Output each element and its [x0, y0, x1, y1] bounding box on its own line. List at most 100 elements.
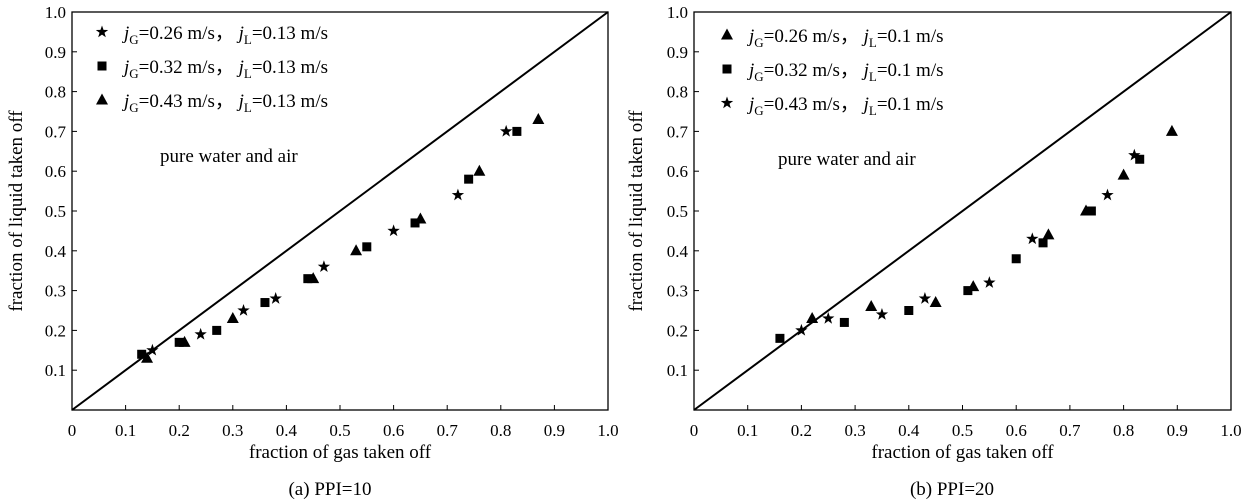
y-axis: 0.1 0.2 0.3 0.4 0.5 0.6 0.7 0.8 0.9 1.0 [45, 3, 77, 380]
panel-caption: (a) PPI=10 [288, 479, 371, 500]
series-square [775, 154, 1145, 343]
data-point-triangle [532, 112, 545, 124]
data-point-triangle [929, 296, 942, 308]
x-axis-label: fraction of gas taken off [249, 442, 432, 463]
data-point-square [260, 298, 270, 308]
x-tick-label: 0.1 [115, 421, 136, 440]
data-point-triangle [141, 351, 154, 363]
y-tick-label: 0.1 [667, 361, 688, 380]
x-tick-label: 0 [690, 421, 699, 440]
data-point-square [904, 306, 914, 315]
y-tick-label: 0.5 [667, 202, 688, 221]
data-point-square [137, 349, 147, 359]
data-point-star [269, 292, 282, 304]
data-point-square [775, 333, 785, 343]
data-point-triangle [1117, 168, 1130, 180]
data-point-star [918, 292, 932, 304]
data-point-triangle [350, 244, 363, 256]
y-tick-label: 1.0 [45, 3, 66, 22]
data-point-square [362, 242, 372, 252]
legend-entry: jG=0.43 m/s， jL=0.13 m/s [121, 91, 328, 115]
reference-line-y-equals-x [693, 11, 1232, 411]
legend-marker-square [722, 64, 732, 74]
data-point-triangle [414, 212, 427, 224]
y-axis-label: fraction of liquid taken off [6, 110, 27, 312]
series-star [795, 148, 1141, 336]
x-tick-label: 0.9 [544, 421, 565, 440]
x-tick-label: 0.5 [952, 421, 973, 440]
y-tick-label: 0.6 [45, 162, 66, 181]
annotation: pure water and air [778, 149, 916, 170]
series-star [146, 124, 513, 356]
data-point-triangle [473, 164, 486, 176]
data-point-square [174, 337, 184, 347]
legend-entry: jG=0.43 m/s， jL=0.1 m/s [746, 94, 944, 118]
data-point-square [212, 325, 222, 335]
y-tick-label: 0.8 [667, 83, 688, 102]
x-tick-label: 0.9 [1167, 421, 1188, 440]
data-point-triangle [806, 311, 819, 323]
data-point-triangle [865, 300, 878, 312]
data-point-triangle [226, 311, 239, 323]
legend-entry: jG=0.32 m/s， jL=0.1 m/s [746, 60, 944, 84]
x-tick-label: 0 [68, 421, 77, 440]
series-triangle [806, 124, 1178, 323]
data-point-star [146, 343, 159, 356]
data-point-square [303, 274, 313, 284]
data-point-square [1086, 206, 1096, 216]
y-tick-label: 0.1 [45, 361, 66, 380]
x-axis: 0 0.1 0.2 0.3 0.4 0.5 0.6 0.7 0.8 0.9 1.0 [690, 405, 1242, 440]
y-tick-label: 0.9 [667, 43, 688, 62]
data-point-star [237, 304, 250, 316]
x-tick-label: 0.6 [383, 421, 404, 440]
data-point-star [451, 188, 465, 201]
data-point-square [839, 317, 849, 327]
annotation: pure water and air [160, 146, 298, 167]
x-axis-label: fraction of gas taken off [871, 442, 1054, 463]
legend-marker-star [720, 96, 734, 109]
x-tick-label: 1.0 [1220, 421, 1241, 440]
legend-marker-star [95, 25, 109, 38]
x-tick-label: 0.3 [222, 421, 243, 440]
x-tick-label: 0.4 [898, 421, 920, 440]
x-tick-label: 0.7 [1059, 421, 1081, 440]
data-point-square [1038, 238, 1048, 248]
x-tick-label: 0.1 [737, 421, 758, 440]
panel-a: 0 0.1 0.2 0.3 0.4 0.5 0.6 0.7 0.8 0.9 1.0 0.1 0.2 0.3… [6, 3, 619, 500]
data-point-triangle [1165, 124, 1178, 136]
series-triangle [141, 112, 545, 363]
y-tick-label: 0.6 [667, 162, 688, 181]
x-tick-label: 0.6 [1006, 421, 1027, 440]
data-point-star [499, 124, 513, 137]
legend-entry: jG=0.26 m/s， jL=0.13 m/s [121, 23, 328, 47]
data-point-square [1011, 254, 1021, 264]
y-tick-label: 0.5 [45, 202, 66, 221]
x-tick-label: 0.8 [490, 421, 511, 440]
y-tick-label: 0.7 [45, 122, 67, 141]
x-tick-label: 0.8 [1113, 421, 1134, 440]
y-tick-label: 0.3 [45, 282, 66, 301]
legend-marker-triangle [721, 28, 733, 40]
x-tick-label: 0.2 [169, 421, 190, 440]
y-tick-label: 1.0 [667, 3, 688, 22]
x-tick-label: 0.3 [844, 421, 865, 440]
data-point-star [1026, 232, 1039, 245]
data-point-star [875, 307, 889, 320]
y-tick-label: 0.9 [45, 43, 66, 62]
data-point-square [1135, 154, 1145, 164]
x-tick-label: 0.5 [329, 421, 350, 440]
legend-marker-triangle [96, 93, 108, 105]
x-tick-label: 0.7 [437, 421, 459, 440]
panel-b: 0 0.1 0.2 0.3 0.4 0.5 0.6 0.7 0.8 0.9 1.0 0.1 0.2 0.3… [626, 3, 1242, 500]
y-axis: 0.1 0.2 0.3 0.4 0.5 0.6 0.7 0.8 0.9 1.0 [667, 3, 699, 380]
data-point-star [1128, 148, 1141, 161]
y-tick-label: 0.8 [45, 83, 66, 102]
data-point-star [795, 323, 808, 336]
y-tick-label: 0.2 [45, 321, 66, 340]
reference-line-y-equals-x [71, 11, 609, 411]
legend-marker-square [97, 61, 107, 71]
y-tick-label: 0.4 [45, 242, 67, 261]
y-tick-label: 0.4 [667, 242, 689, 261]
legend-entry: jG=0.32 m/s， jL=0.13 m/s [121, 57, 328, 81]
